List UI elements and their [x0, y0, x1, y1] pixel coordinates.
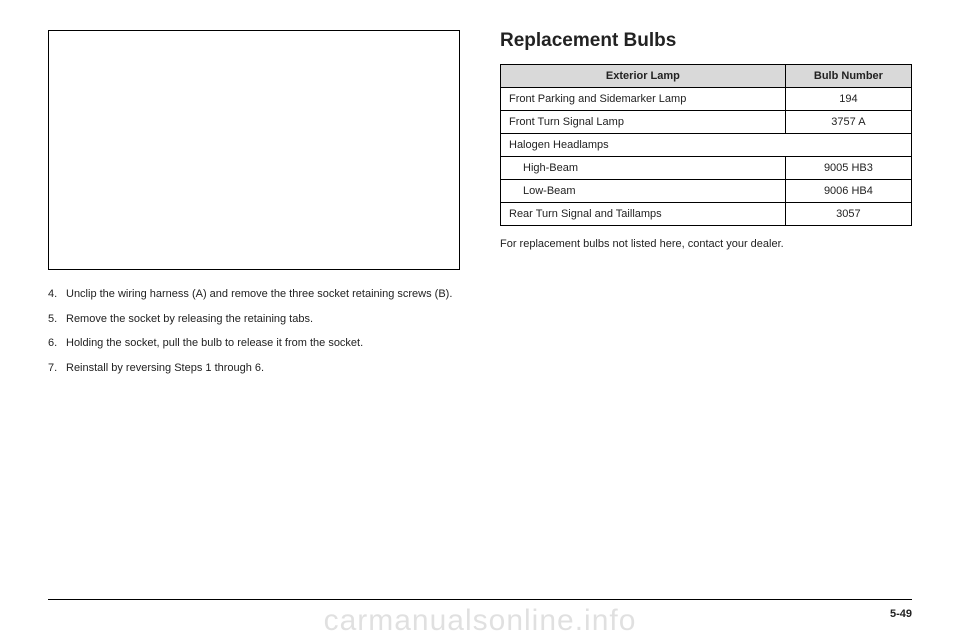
- table-cell-value: 9006 HB4: [785, 180, 911, 203]
- table-row: Front Turn Signal Lamp3757 A: [501, 111, 912, 134]
- table-cell-value: 3057: [785, 203, 911, 226]
- page-number: 5-49: [890, 608, 912, 620]
- section-title: Replacement Bulbs: [500, 30, 912, 52]
- step-text: Holding the socket, pull the bulb to rel…: [66, 335, 363, 352]
- step-text: Reinstall by reversing Steps 1 through 6…: [66, 360, 264, 377]
- bulb-table: Exterior Lamp Bulb Number Front Parking …: [500, 64, 912, 226]
- step-number: 7.: [48, 360, 66, 377]
- step-number: 6.: [48, 335, 66, 352]
- table-row: Halogen Headlamps: [501, 134, 912, 157]
- step-text: Unclip the wiring harness (A) and remove…: [66, 286, 452, 303]
- table-row: Rear Turn Signal and Taillamps3057: [501, 203, 912, 226]
- instruction-steps: 4.Unclip the wiring harness (A) and remo…: [48, 286, 460, 376]
- step-text: Remove the socket by releasing the retai…: [66, 311, 313, 328]
- table-cell-label: Rear Turn Signal and Taillamps: [501, 203, 786, 226]
- table-cell-value: 3757 A: [785, 111, 911, 134]
- table-cell-label: Front Turn Signal Lamp: [501, 111, 786, 134]
- table-row: Front Parking and Sidemarker Lamp194: [501, 88, 912, 111]
- figure-placeholder: [48, 30, 460, 270]
- watermark: carmanualsonline.info: [0, 604, 960, 638]
- step-number: 5.: [48, 311, 66, 328]
- table-header-lamp: Exterior Lamp: [501, 65, 786, 88]
- right-column: Replacement Bulbs Exterior Lamp Bulb Num…: [500, 30, 912, 384]
- table-cell-label: Halogen Headlamps: [501, 134, 912, 157]
- table-cell-label: Front Parking and Sidemarker Lamp: [501, 88, 786, 111]
- page-content: 4.Unclip the wiring harness (A) and remo…: [0, 0, 960, 384]
- table-cell-label: High-Beam: [501, 157, 786, 180]
- table-cell-label: Low-Beam: [501, 180, 786, 203]
- instruction-step: 7.Reinstall by reversing Steps 1 through…: [48, 360, 460, 377]
- table-cell-value: 194: [785, 88, 911, 111]
- step-number: 4.: [48, 286, 66, 303]
- table-row: High-Beam9005 HB3: [501, 157, 912, 180]
- replacement-note: For replacement bulbs not listed here, c…: [500, 236, 912, 253]
- table-cell-value: 9005 HB3: [785, 157, 911, 180]
- instruction-step: 5.Remove the socket by releasing the ret…: [48, 311, 460, 328]
- instruction-step: 6.Holding the socket, pull the bulb to r…: [48, 335, 460, 352]
- table-row: Low-Beam9006 HB4: [501, 180, 912, 203]
- instruction-step: 4.Unclip the wiring harness (A) and remo…: [48, 286, 460, 303]
- left-column: 4.Unclip the wiring harness (A) and remo…: [48, 30, 460, 384]
- footer-rule: [48, 599, 912, 600]
- table-header-bulb: Bulb Number: [785, 65, 911, 88]
